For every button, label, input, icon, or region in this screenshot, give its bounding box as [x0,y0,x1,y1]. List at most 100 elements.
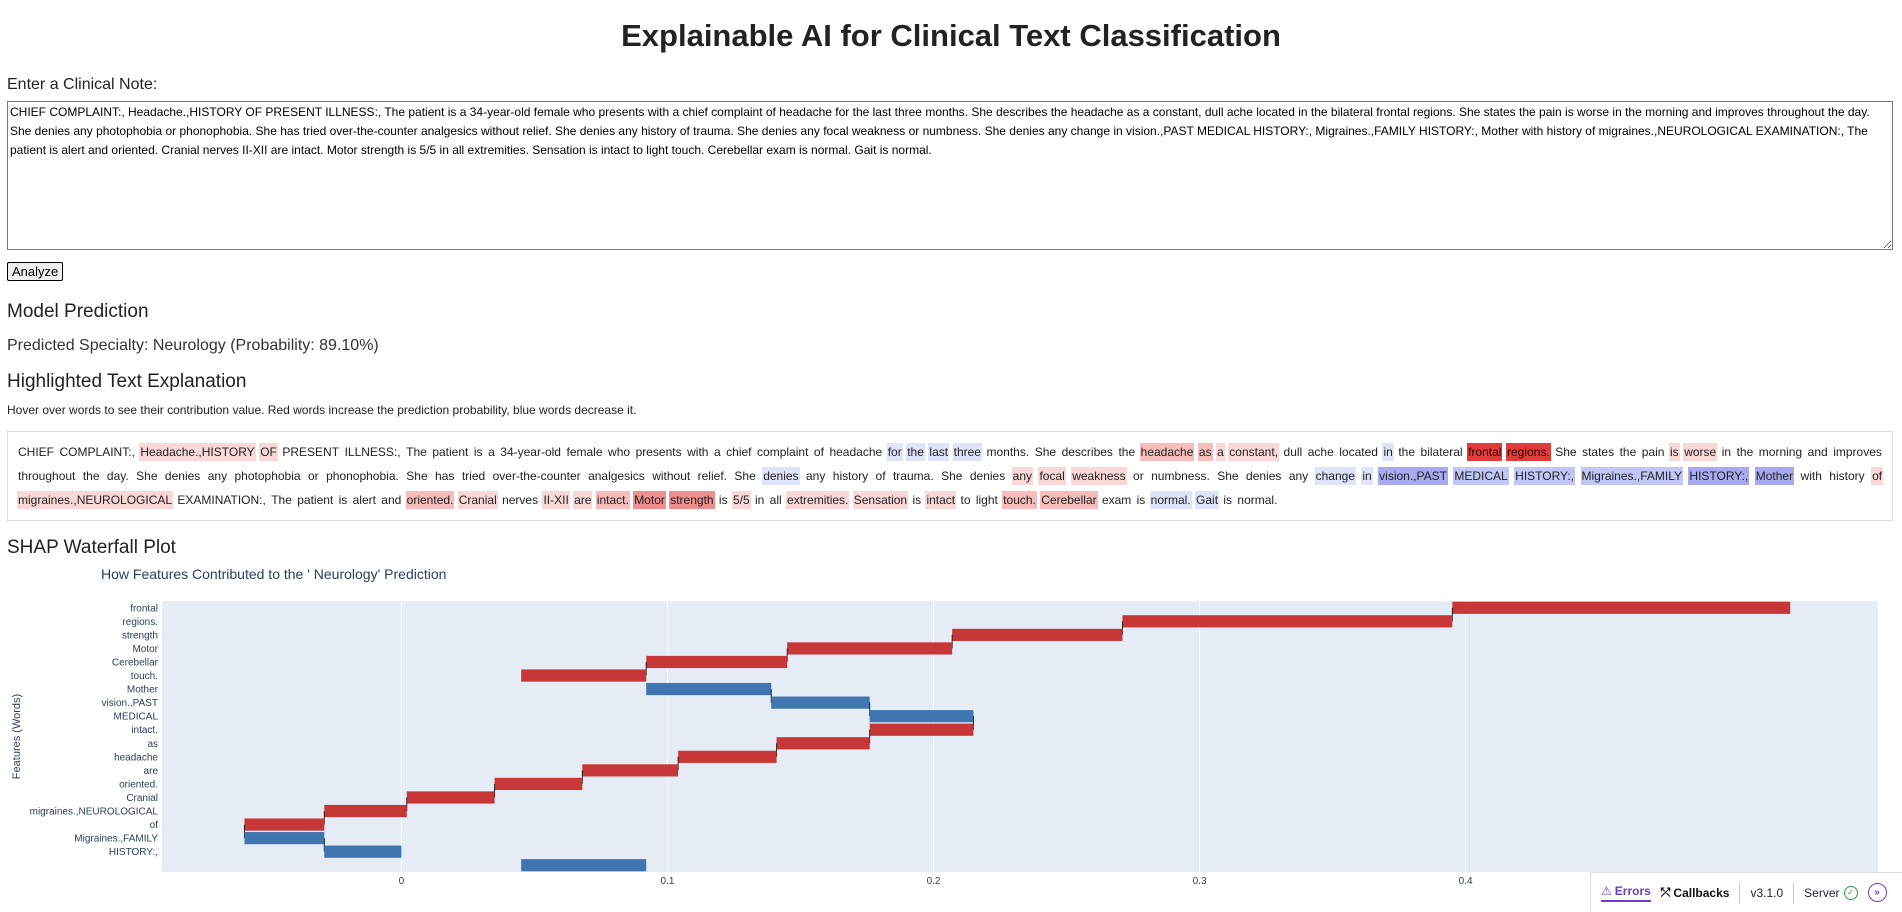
collapse-devtools-icon[interactable]: » [1867,883,1887,902]
highlighted-word[interactable]: regions. [1505,443,1551,461]
clinical-note-textarea[interactable] [7,101,1893,250]
waterfall-bar[interactable] [776,737,870,750]
highlighted-word[interactable]: analgesics [588,469,645,483]
waterfall-bar[interactable] [678,750,777,763]
highlighted-word[interactable]: complaint [757,445,809,459]
highlighted-word[interactable]: months. [986,445,1030,459]
highlighted-word[interactable]: is [473,445,483,459]
callbacks-tab[interactable]: ⤱ Callbacks [1661,885,1730,900]
highlighted-word[interactable]: phonophobia. [326,469,399,483]
highlighted-word[interactable]: HISTORY:, [1688,467,1750,485]
highlighted-word[interactable]: patient [432,445,469,459]
waterfall-bar[interactable] [1452,601,1791,614]
highlighted-word[interactable]: any [805,469,826,483]
highlighted-word[interactable]: a [713,445,721,459]
highlighted-word[interactable]: photophobia [234,469,301,483]
highlighted-word[interactable]: She [406,469,428,483]
highlighted-word[interactable]: all [769,493,782,507]
highlighted-word[interactable]: trauma. [892,469,934,483]
waterfall-bar[interactable] [244,818,325,831]
highlighted-word[interactable]: with [687,445,709,459]
highlighted-word[interactable]: She [734,469,756,483]
highlighted-word[interactable]: light [975,493,998,507]
highlighted-word[interactable]: She [1555,445,1577,459]
highlighted-word[interactable]: to [960,493,971,507]
highlighted-word[interactable]: intact. [595,491,630,509]
highlighted-word[interactable]: describes [1061,445,1113,459]
highlighted-word[interactable]: migraines.,NEUROLOGICAL [17,491,174,509]
highlighted-word[interactable]: chief [726,445,752,459]
highlighted-word[interactable]: morning [1758,445,1803,459]
highlighted-word[interactable]: the [1118,445,1136,459]
highlighted-word[interactable]: who [608,445,631,459]
highlighted-word[interactable]: ILLNESS:, [344,445,401,459]
highlighted-word[interactable]: Cranial [457,491,498,509]
highlighted-word[interactable]: any [1288,469,1309,483]
highlighted-word[interactable]: She [1034,445,1057,459]
highlighted-word[interactable]: as [1197,443,1213,461]
highlighted-word[interactable]: is [1136,493,1146,507]
analyze-button[interactable]: Analyze [7,262,64,281]
highlighted-word[interactable]: EXAMINATION:, [177,493,266,507]
highlighted-word[interactable]: female [566,445,603,459]
waterfall-bar[interactable] [771,696,870,709]
waterfall-bar[interactable] [582,764,679,777]
highlighted-word[interactable]: headache [829,445,883,459]
highlighted-word[interactable]: of [813,445,824,459]
highlighted-word[interactable]: The [406,445,427,459]
highlighted-word[interactable]: improves [1833,445,1882,459]
highlighted-word[interactable]: denies [164,469,201,483]
waterfall-bar[interactable] [787,642,953,655]
highlighted-word[interactable]: weakness [1071,467,1127,485]
highlighted-word[interactable]: Migraines.,FAMILY [1580,467,1683,485]
highlighted-word[interactable]: the [82,469,100,483]
highlighted-word[interactable]: normal. [1149,491,1192,509]
highlighted-word[interactable]: history [832,469,869,483]
highlighted-word[interactable]: relief. [697,469,727,483]
waterfall-bar[interactable] [324,845,402,858]
highlighted-word[interactable]: is [1669,443,1680,461]
highlighted-word[interactable]: three [952,443,982,461]
highlighted-word[interactable]: or [1133,469,1144,483]
waterfall-bar[interactable] [521,859,647,872]
highlighted-word[interactable]: nerves [502,493,539,507]
highlighted-word[interactable]: has [435,469,455,483]
highlighted-word[interactable]: and [381,493,402,507]
highlighted-word[interactable]: Headache.,HISTORY [139,443,256,461]
highlighted-word[interactable]: bilateral [1420,445,1463,459]
highlighted-word[interactable]: exam [1101,493,1132,507]
highlighted-word[interactable]: extremities. [786,491,850,509]
waterfall-bar[interactable] [952,628,1123,641]
highlighted-word[interactable]: 5/5 [731,491,751,509]
highlighted-word[interactable]: She [941,469,963,483]
highlighted-word[interactable]: HISTORY:, [1514,467,1576,485]
highlighted-word[interactable]: II-XII [542,491,570,509]
highlighted-word[interactable]: is [1223,493,1233,507]
highlighted-word[interactable]: without [652,469,691,483]
highlighted-word[interactable]: denies [1246,469,1282,483]
highlighted-word[interactable]: alert [352,493,376,507]
highlighted-word[interactable]: OF [259,443,278,461]
highlighted-word[interactable]: She [1217,469,1239,483]
highlighted-word[interactable]: are [573,491,593,509]
highlighted-word[interactable]: is [912,493,922,507]
highlighted-word[interactable]: dull [1283,445,1303,459]
highlighted-word[interactable]: last [928,443,950,461]
highlighted-word[interactable]: history [1829,469,1865,483]
highlighted-word[interactable]: the [1736,445,1754,459]
highlighted-word[interactable]: the [906,443,925,461]
highlighted-word[interactable]: strength [669,491,715,509]
highlighted-word[interactable]: oriented. [405,491,455,509]
highlighted-word[interactable]: COMPLAINT:, [59,445,135,459]
highlighted-word[interactable]: CHIEF [18,445,54,459]
highlighted-word[interactable]: in [1382,443,1394,461]
highlighted-word[interactable]: any [1011,467,1034,485]
highlighted-word[interactable]: The [271,493,292,507]
highlighted-word[interactable]: Sensation [852,491,909,509]
waterfall-bar[interactable] [494,777,583,791]
highlighted-word[interactable]: change [1314,467,1356,485]
highlighted-word[interactable]: ache [1307,445,1334,459]
highlighted-word[interactable]: Mother [1754,467,1795,485]
waterfall-bar[interactable] [406,791,495,804]
highlighted-word[interactable]: in [754,493,765,507]
